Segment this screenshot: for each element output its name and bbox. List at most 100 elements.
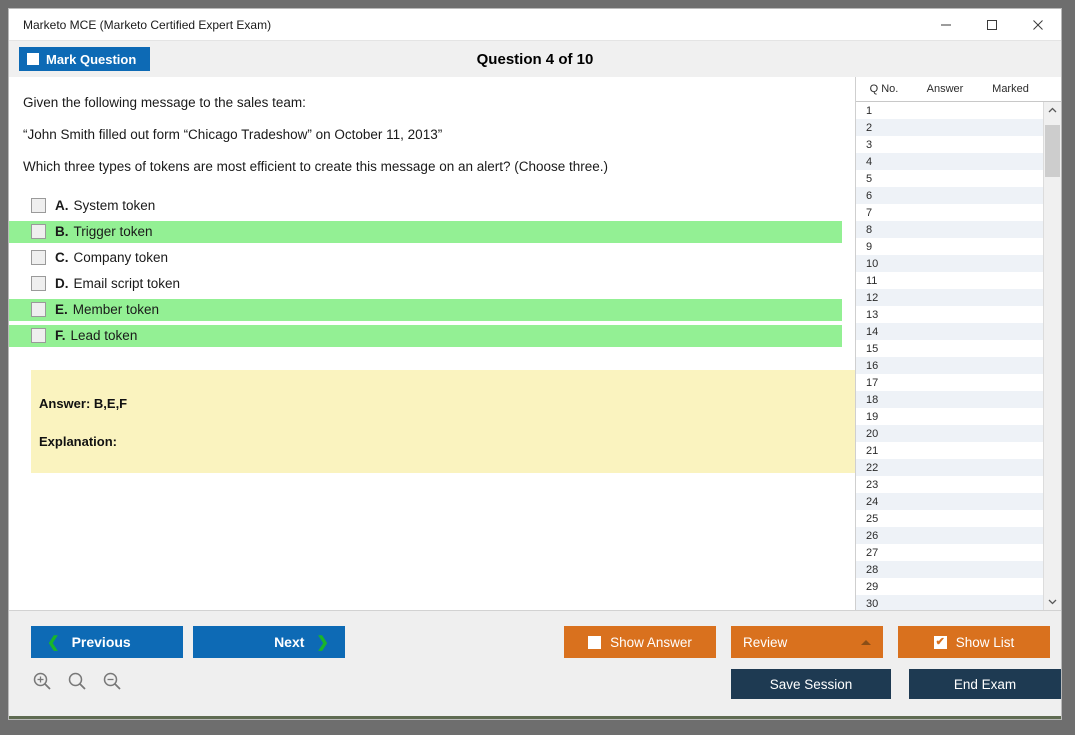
answer-option-c[interactable]: C. Company token [9,247,842,269]
answer-option-d[interactable]: D. Email script token [9,273,842,295]
option-checkbox[interactable] [31,328,46,344]
question-list-row[interactable]: 9 [856,238,1043,255]
question-list-row[interactable]: 7 [856,204,1043,221]
answer-options-list: A. System token B. Trigger token C. Company t… [9,195,855,347]
maximize-icon[interactable] [969,10,1015,40]
answer-value: Answer: B,E,F [39,395,128,411]
question-list-row[interactable]: 17 [856,374,1043,391]
question-stem-line: “John Smith filled out form “Chicago Tra… [23,126,443,142]
row-question-number: 10 [866,257,879,270]
row-question-number: 14 [866,325,879,338]
question-list-row[interactable]: 5 [856,170,1043,187]
row-question-number: 23 [866,478,879,491]
column-header-answer: Answer [926,83,964,95]
question-list-row[interactable]: 23 [856,476,1043,493]
option-letter: B. [55,224,69,240]
row-question-number: 29 [866,580,879,593]
question-list-row[interactable]: 18 [856,391,1043,408]
option-checkbox[interactable] [31,224,46,240]
question-list-row[interactable]: 13 [856,306,1043,323]
question-list-row[interactable]: 15 [856,340,1043,357]
row-question-number: 2 [866,121,873,134]
question-list-row[interactable]: 4 [856,153,1043,170]
question-list-row[interactable]: 28 [856,561,1043,578]
question-list-row[interactable]: 19 [856,408,1043,425]
option-checkbox[interactable] [31,302,46,318]
answer-option-e[interactable]: E. Member token [9,298,842,321]
minimize-icon[interactable] [923,10,969,40]
show-answer-toggle[interactable]: Show Answer [564,626,716,658]
question-list-header: Q No. Answer Marked [856,77,1061,102]
review-dropdown-label: Review [743,634,788,650]
previous-button[interactable]: ❮ Previous [31,626,183,658]
scrollbar-thumb[interactable] [1045,125,1060,177]
mark-question-button[interactable]: Mark Question [19,47,151,71]
answer-option-b[interactable]: B. Trigger token [9,220,842,243]
question-list-row[interactable]: 1 [856,102,1043,119]
row-question-number: 8 [866,223,873,236]
question-list-row[interactable]: 24 [856,493,1043,510]
question-list-row[interactable]: 30 [856,595,1043,610]
exam-window: Marketo MCE (Marketo Certified Expert Ex… [8,8,1062,720]
option-letter: C. [55,250,69,266]
question-list-row[interactable]: 6 [856,187,1043,204]
top-toolbar: Mark Question Question 4 of 10 [9,41,1061,77]
row-question-number: 15 [866,342,879,355]
question-area: Given the following message to the sales… [9,77,855,610]
row-question-number: 3 [866,138,873,151]
mark-question-checkbox-icon [27,53,39,65]
zoom-reset-icon[interactable] [64,668,90,694]
answer-option-f[interactable]: F. Lead token [9,324,842,347]
question-list-row[interactable]: 27 [856,544,1043,561]
option-text: Email script token [73,276,181,292]
show-list-toggle[interactable]: ✔ Show List [898,626,1050,658]
option-checkbox[interactable] [31,250,46,266]
question-list-row[interactable]: 11 [856,272,1043,289]
scroll-down-arrow-icon[interactable] [1044,593,1061,610]
question-list-row[interactable]: 8 [856,221,1043,238]
question-list-row[interactable]: 29 [856,578,1043,595]
scrollbar-track[interactable] [1044,119,1061,593]
close-icon[interactable] [1015,10,1061,40]
row-question-number: 9 [866,240,873,253]
row-question-number: 16 [866,359,879,372]
body-split: Given the following message to the sales… [9,77,1061,610]
question-counter: Question 4 of 10 [476,50,594,68]
question-list-row[interactable]: 21 [856,442,1043,459]
option-text: Company token [73,250,169,266]
option-checkbox[interactable] [31,276,46,292]
save-session-button[interactable]: Save Session [731,669,891,699]
answer-option-a[interactable]: A. System token [9,195,842,217]
zoom-in-icon[interactable] [29,668,55,694]
question-list-row[interactable]: 20 [856,425,1043,442]
option-checkbox[interactable] [31,198,46,214]
column-header-marked: Marked [992,83,1029,95]
question-list-row[interactable]: 10 [856,255,1043,272]
row-question-number: 18 [866,393,879,406]
option-text: Lead token [70,328,138,344]
show-answer-checkbox-icon [588,635,602,649]
chevron-left-icon: ❮ [47,634,60,651]
question-list-row[interactable]: 22 [856,459,1043,476]
question-list-row[interactable]: 3 [856,136,1043,153]
question-list-row[interactable]: 25 [856,510,1043,527]
next-button[interactable]: Next ❯ [193,626,345,658]
zoom-out-icon[interactable] [99,668,125,694]
question-list-row[interactable]: 2 [856,119,1043,136]
row-question-number: 25 [866,512,879,525]
question-list-scrollbar[interactable] [1043,102,1061,610]
show-list-checkbox-icon: ✔ [933,635,947,649]
question-list-row[interactable]: 12 [856,289,1043,306]
option-letter: D. [55,276,69,292]
row-question-number: 6 [866,189,873,202]
question-list-row[interactable]: 14 [856,323,1043,340]
scroll-up-arrow-icon[interactable] [1044,102,1061,119]
review-dropdown[interactable]: Review [731,626,883,658]
question-list-row[interactable]: 26 [856,527,1043,544]
checkmark-icon: ✔ [935,635,945,648]
question-list-row[interactable]: 16 [856,357,1043,374]
row-question-number: 27 [866,546,879,559]
row-question-number: 22 [866,461,879,474]
end-exam-button[interactable]: End Exam [909,669,1061,699]
